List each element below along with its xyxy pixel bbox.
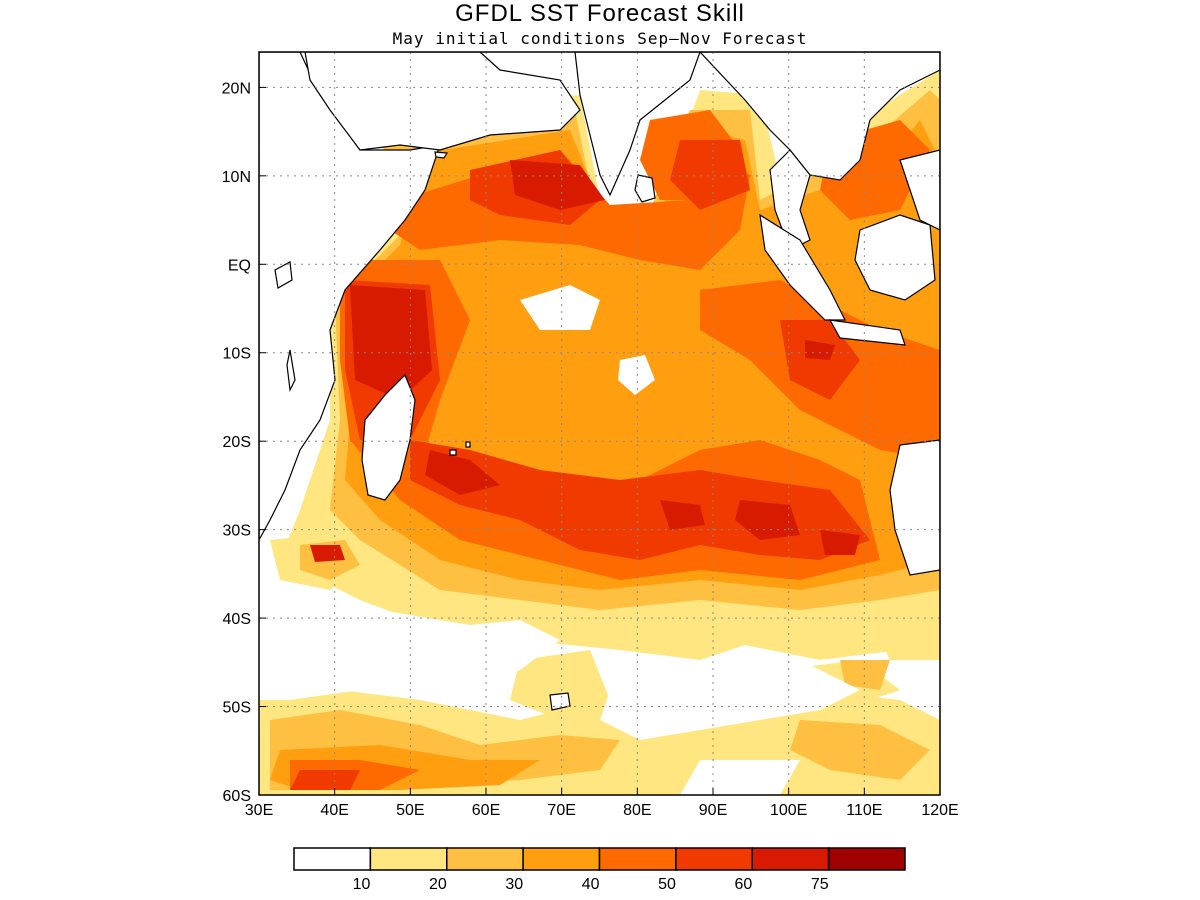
colorbar-swatch	[522, 847, 601, 871]
australia-coast	[889, 439, 940, 576]
colorbar-swatch	[369, 847, 448, 871]
x-tick-label: 80E	[623, 802, 651, 819]
se-asia-coast	[699, 52, 940, 181]
colorbar-swatch	[446, 847, 524, 871]
page-subtitle: May initial conditions Sep–Nov Forecast	[392, 29, 808, 48]
socotra	[434, 151, 449, 159]
colorbar-label: 75	[811, 876, 829, 893]
land-masses	[259, 52, 940, 711]
x-tick-label: 120E	[921, 802, 958, 819]
page-title: GFDL SST Forecast Skill	[455, 0, 745, 27]
colorbar-label: 50	[658, 876, 676, 893]
y-tick-label: 40S	[223, 611, 251, 628]
colorbar-label: 60	[734, 876, 752, 893]
colorbar: 10 20 30 40 50 60 75	[293, 847, 906, 893]
x-tick-label: 70E	[547, 802, 575, 819]
mauritius	[449, 449, 457, 456]
colorbar-swatch	[751, 847, 830, 871]
x-tick-label: 50E	[396, 802, 424, 819]
x-tick-label: 110E	[846, 802, 882, 819]
java	[828, 319, 906, 346]
colorbar-label: 40	[582, 876, 600, 893]
colorbar-swatch	[827, 847, 906, 871]
madagascar	[361, 373, 416, 501]
x-tick-label: 30E	[245, 802, 273, 819]
indochina-coast	[899, 149, 940, 231]
kerguelen-island	[549, 692, 571, 711]
reunion	[465, 441, 471, 448]
y-tick-label: 60S	[223, 788, 251, 805]
map-frame	[258, 51, 941, 796]
comoros	[286, 349, 296, 393]
y-axis: 20N 10N EQ 10S 20S 30S 40S 50S 60S	[222, 80, 266, 805]
x-axis: 30E 40E 50E 60E 70E 80E 90E 100E 110E 120E	[245, 788, 959, 819]
y-tick-label: 20S	[223, 434, 251, 451]
grid-lines	[259, 52, 940, 795]
borneo	[854, 214, 936, 301]
y-tick-label: EQ	[228, 257, 251, 274]
x-tick-label: 100E	[770, 802, 807, 819]
colorbar-swatch	[598, 847, 677, 871]
y-tick-label: 50S	[223, 700, 251, 717]
lake	[274, 261, 293, 289]
colorbar-label: 30	[505, 876, 523, 893]
y-tick-label: 20N	[222, 80, 251, 97]
x-tick-label: 60E	[472, 802, 500, 819]
y-tick-label: 10S	[223, 346, 251, 363]
colorbar-swatch	[293, 847, 372, 871]
x-tick-label: 90E	[699, 802, 727, 819]
y-tick-label: 10N	[222, 169, 251, 186]
colorbar-label: 20	[429, 876, 447, 893]
sumatra	[759, 213, 846, 321]
x-tick-label: 40E	[320, 802, 348, 819]
arabia-coast	[304, 52, 581, 151]
sri-lanka	[634, 174, 656, 203]
colorbar-label: 10	[353, 876, 371, 893]
y-tick-label: 30S	[223, 523, 251, 540]
colorbar-swatch	[675, 847, 753, 871]
